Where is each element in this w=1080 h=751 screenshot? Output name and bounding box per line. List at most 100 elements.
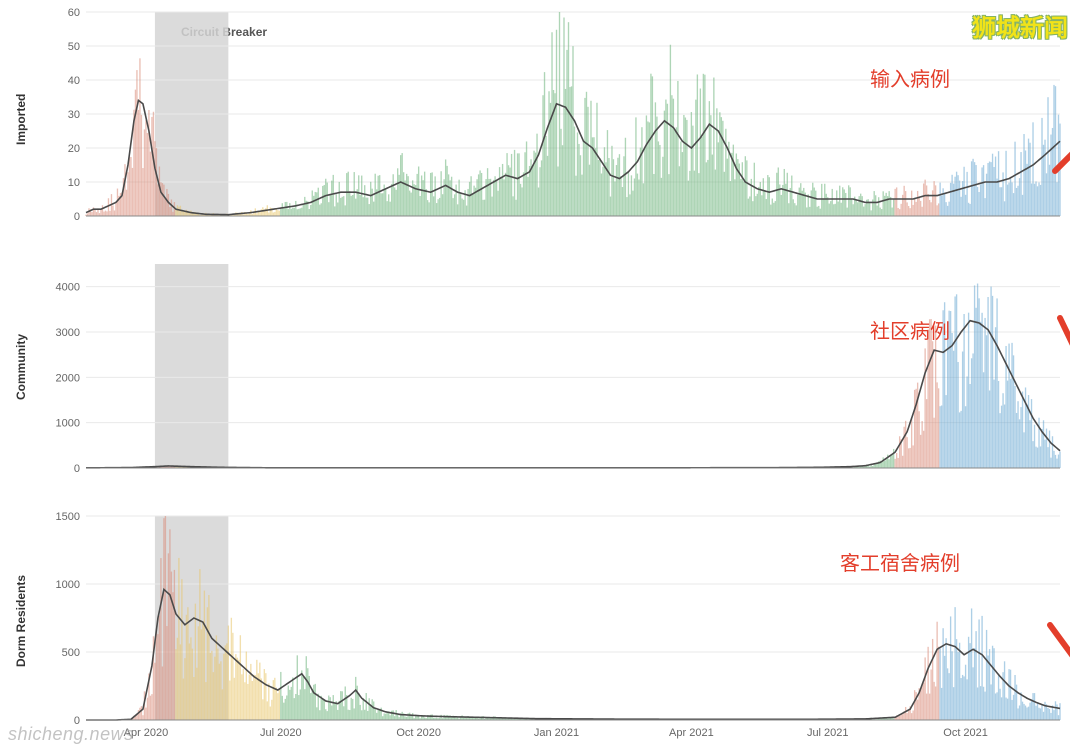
data-bar xyxy=(366,693,367,720)
data-bar xyxy=(897,458,898,468)
data-bar xyxy=(844,189,845,216)
data-bar xyxy=(880,208,881,216)
data-bar xyxy=(108,198,109,216)
data-bar xyxy=(177,638,178,720)
data-bar xyxy=(1005,698,1006,720)
data-bar xyxy=(1059,703,1060,720)
data-bar xyxy=(324,185,325,216)
data-bar xyxy=(583,141,584,216)
data-bar xyxy=(454,194,455,216)
data-bar xyxy=(542,95,543,216)
data-bar xyxy=(998,151,999,216)
data-bar xyxy=(914,690,915,720)
data-bar xyxy=(345,686,346,720)
data-bar xyxy=(482,200,483,216)
data-bar xyxy=(1043,712,1044,720)
data-bar xyxy=(315,684,316,720)
data-bar xyxy=(980,322,981,468)
data-bar xyxy=(168,553,169,720)
data-bar xyxy=(773,203,774,216)
data-bar xyxy=(664,111,665,216)
data-bar xyxy=(635,117,636,216)
data-bar xyxy=(171,199,172,216)
data-bar xyxy=(231,618,232,720)
data-bar xyxy=(1026,164,1027,216)
data-bar xyxy=(1020,692,1021,720)
data-bar xyxy=(709,101,710,216)
data-bar xyxy=(1017,708,1018,720)
data-bar xyxy=(736,154,737,217)
data-bar xyxy=(470,176,471,216)
data-bar xyxy=(877,206,878,216)
data-bar xyxy=(632,191,633,216)
data-bar xyxy=(965,195,966,216)
data-bar xyxy=(303,677,304,720)
data-bar xyxy=(883,191,884,216)
data-bar xyxy=(343,196,344,216)
data-bar xyxy=(142,715,143,720)
data-bar xyxy=(749,196,750,216)
data-bar xyxy=(279,689,280,720)
data-bar xyxy=(1034,693,1035,720)
data-bar xyxy=(301,670,302,720)
data-bar xyxy=(566,50,567,216)
data-bar xyxy=(484,200,485,216)
data-bar xyxy=(577,132,578,216)
data-bar xyxy=(1019,419,1020,468)
data-bar xyxy=(529,166,530,216)
data-bar xyxy=(996,692,997,720)
data-bar xyxy=(349,710,350,720)
data-bar xyxy=(899,716,900,720)
trend-line xyxy=(86,589,1060,720)
data-bar xyxy=(261,678,262,720)
data-bar xyxy=(115,202,116,216)
data-bar xyxy=(1029,420,1030,468)
data-bar xyxy=(628,172,629,216)
data-bar xyxy=(533,151,534,216)
data-bar xyxy=(243,669,244,720)
data-bar xyxy=(838,202,839,216)
data-bar xyxy=(924,180,925,216)
data-bar xyxy=(322,700,323,721)
data-bar xyxy=(405,717,406,720)
data-bar xyxy=(912,710,913,720)
data-bar xyxy=(746,160,747,216)
data-bar xyxy=(331,705,332,720)
data-bar xyxy=(963,676,964,720)
data-bar xyxy=(766,199,767,216)
data-bar xyxy=(918,198,919,216)
data-bar xyxy=(406,174,407,216)
data-bar xyxy=(285,202,286,216)
data-bar xyxy=(295,694,296,720)
data-bar xyxy=(268,213,269,217)
data-bar xyxy=(168,194,169,216)
data-bar xyxy=(268,683,269,720)
data-bar xyxy=(162,183,163,216)
data-bar xyxy=(909,208,910,216)
data-bar xyxy=(190,637,191,720)
data-bar xyxy=(514,150,515,216)
data-bar xyxy=(1049,165,1050,216)
data-bar xyxy=(387,201,388,216)
data-bar xyxy=(364,185,365,216)
data-bar xyxy=(1004,405,1005,468)
data-bar xyxy=(304,197,305,216)
data-bar xyxy=(644,148,645,216)
data-bar xyxy=(998,674,999,720)
data-bar xyxy=(936,205,937,216)
data-bar xyxy=(154,663,155,720)
data-bar xyxy=(966,172,967,216)
y-axis-label-dorm: Dorm Residents xyxy=(14,575,28,667)
data-bar xyxy=(892,454,893,468)
data-bar xyxy=(652,76,653,216)
data-bar xyxy=(207,607,208,720)
data-bar xyxy=(883,457,884,468)
data-bar xyxy=(1031,700,1032,720)
data-bar xyxy=(947,339,948,468)
data-bar xyxy=(554,93,555,216)
data-bar xyxy=(1004,201,1005,216)
y-axis-label-imported: Imported xyxy=(14,94,28,145)
x-tick-label: Oct 2020 xyxy=(396,727,441,739)
data-bar xyxy=(276,688,277,720)
data-bar xyxy=(339,182,340,216)
